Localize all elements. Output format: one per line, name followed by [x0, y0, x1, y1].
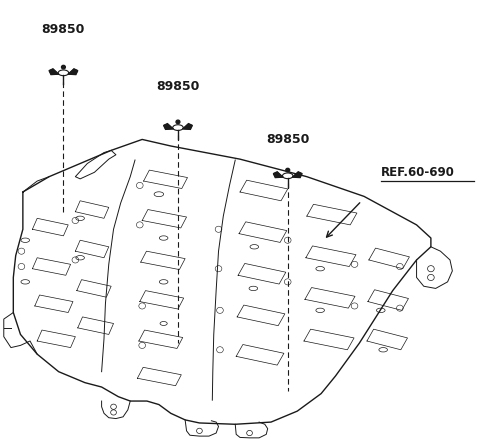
- Polygon shape: [292, 172, 302, 178]
- Circle shape: [176, 120, 180, 123]
- Text: 89850: 89850: [156, 80, 200, 93]
- Text: REF.60-690: REF.60-690: [381, 166, 455, 179]
- Polygon shape: [183, 123, 192, 129]
- Text: 89850: 89850: [42, 23, 85, 37]
- Polygon shape: [164, 123, 173, 129]
- Polygon shape: [49, 69, 59, 75]
- Text: 89850: 89850: [266, 133, 310, 146]
- Polygon shape: [274, 172, 283, 178]
- Circle shape: [286, 168, 289, 172]
- Circle shape: [61, 65, 65, 69]
- Polygon shape: [68, 69, 78, 75]
